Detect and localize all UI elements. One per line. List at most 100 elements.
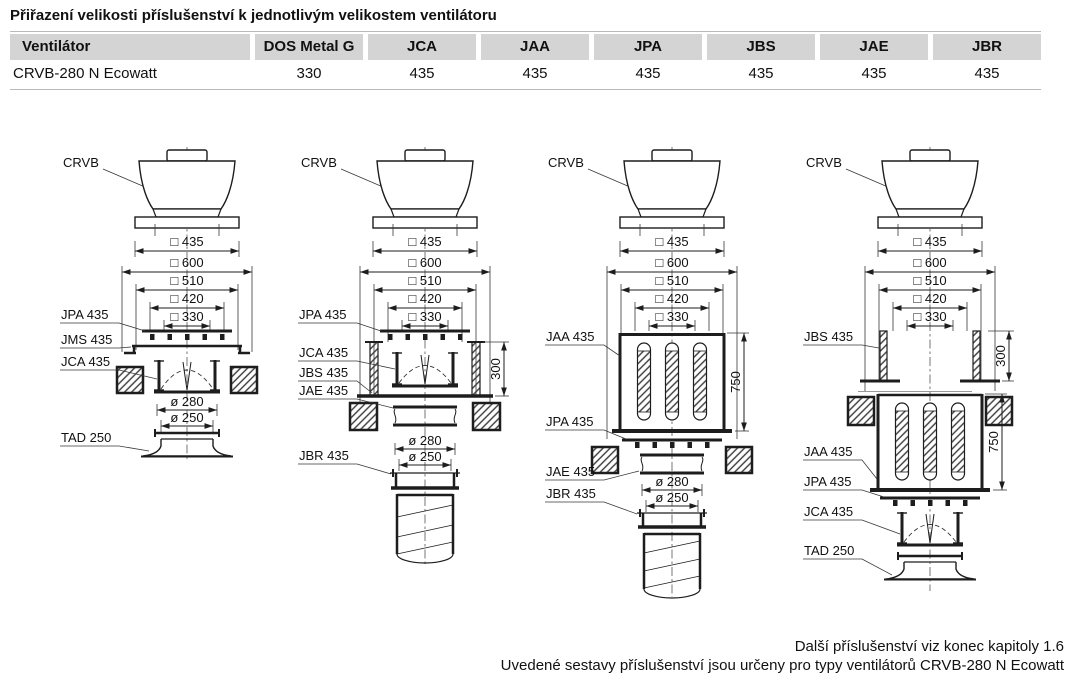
jae-label: JAE 435 — [299, 383, 348, 398]
jpa-grille — [880, 496, 980, 506]
page-title: Přiřazení velikosti příslušenství k jedn… — [10, 7, 497, 24]
table-row: CRVB-280 N Ecowatt 330 435 435 435 435 4… — [10, 60, 1041, 87]
footnotes: Další příslušenství viz konec kapitoly 1… — [501, 637, 1064, 675]
table-header-row: Ventilátor DOS Metal G JCA JAA JPA JBS J… — [10, 34, 1041, 60]
cell-jae-size: 435 — [861, 65, 887, 82]
dim-300: 300 — [993, 345, 1008, 367]
assembly-diagram-2: CRVB □ 435 □ 600 □ 510 □ 420 □ 330 — [298, 147, 509, 567]
accessory-size-table: Ventilátor DOS Metal G JCA JAA JPA JBS J… — [10, 31, 1041, 90]
height-dimension-300: 300 — [988, 330, 1014, 382]
fan-drawing — [587, 149, 725, 236]
dim-510: □ 510 — [655, 273, 688, 288]
col-header-ventilator: Ventilátor — [10, 34, 250, 60]
jca-damper — [897, 512, 963, 547]
diameter-dimensions: ø 280 ø 250 — [156, 394, 218, 432]
dim-420: □ 420 — [655, 291, 688, 306]
fan-drawing — [845, 149, 983, 236]
jca-label: JCA 435 — [299, 345, 348, 360]
col-header-dos-metal-g: DOS Metal G — [255, 34, 363, 60]
jaa-label: JAA 435 — [804, 444, 852, 459]
jpa-label: JPA 435 — [804, 474, 851, 489]
jca-label: JCA 435 — [61, 354, 110, 369]
dim-330: □ 330 — [913, 309, 946, 324]
col-header-jpa: JPA — [594, 34, 702, 60]
spiral-duct — [642, 532, 702, 599]
jbs-label: JBS 435 — [804, 329, 853, 344]
tad-adapter — [141, 429, 233, 458]
height-dimension-750: 750 — [727, 332, 749, 432]
dim-510: □ 510 — [170, 273, 203, 288]
cell-jbr-size: 435 — [974, 65, 1000, 82]
jbs-curb — [860, 330, 1000, 383]
fan-label: CRVB — [63, 155, 99, 170]
square-dimensions: □ 435 □ 600 □ 510 □ 420 □ 330 — [359, 234, 491, 403]
dim-420: □ 420 — [408, 291, 441, 306]
jbr-collar — [637, 509, 707, 529]
dim-510: □ 510 — [913, 273, 946, 288]
col-header-jbr: JBR — [933, 34, 1041, 60]
col-header-jae: JAE — [820, 34, 928, 60]
dim-600: □ 600 — [170, 255, 203, 270]
fan-label: CRVB — [548, 155, 584, 170]
dim-600: □ 600 — [655, 255, 688, 270]
square-dimensions: □ 435 □ 600 □ 510 □ 420 □ 330 — [606, 234, 738, 439]
jae-flexible-connector — [640, 453, 704, 475]
jae-flexible-connector — [393, 405, 457, 427]
tad-label: TAD 250 — [61, 430, 111, 445]
dim-420: □ 420 — [170, 291, 203, 306]
part-labels: JBS 435 JAA 435 JPA 435 JCA 435 TAD 250 — [803, 329, 901, 576]
dim-435: □ 435 — [655, 234, 688, 249]
col-header-jaa: JAA — [481, 34, 589, 60]
jpa-grille — [622, 438, 722, 448]
dim-600: □ 600 — [913, 255, 946, 270]
footnote-line-2: Uvedené sestavy příslušenství jsou určen… — [500, 657, 1064, 674]
part-labels: JAA 435 JPA 435 JAE 435 JBR 435 — [545, 329, 640, 515]
dim-435: □ 435 — [170, 234, 203, 249]
spiral-duct — [395, 493, 455, 564]
jaa-label: JAA 435 — [546, 329, 594, 344]
jpa-grille — [142, 329, 232, 340]
dim-420: □ 420 — [913, 291, 946, 306]
square-dimensions: □ 435 □ 600 □ 510 □ 420 □ 330 — [864, 234, 996, 391]
dim-330: □ 330 — [408, 309, 441, 324]
tad-adapter — [884, 552, 976, 581]
col-header-jca: JCA — [368, 34, 476, 60]
dim-330: □ 330 — [170, 309, 203, 324]
dim-750: 750 — [986, 431, 1001, 453]
square-dimensions: □ 435 □ 600 □ 510 □ 420 □ 330 — [121, 234, 253, 352]
dim-280: ø 280 — [655, 474, 688, 489]
cell-jbs-size: 435 — [748, 65, 774, 82]
fan-label: CRVB — [301, 155, 337, 170]
cell-jca-size: 435 — [409, 65, 435, 82]
height-dimension-750: 750 — [985, 393, 1007, 491]
jbs-curb — [357, 341, 493, 398]
dim-280: ø 280 — [170, 394, 203, 409]
jbr-collar — [390, 469, 460, 490]
jbs-label: JBS 435 — [299, 365, 348, 380]
fan-drawing — [340, 149, 478, 236]
roof-blocks — [590, 445, 754, 475]
roof-blocks — [846, 395, 1014, 427]
jms-base — [124, 344, 250, 355]
jpa-label: JPA 435 — [546, 414, 593, 429]
jms-label: JMS 435 — [61, 332, 112, 347]
jpa-label: JPA 435 — [299, 307, 346, 322]
jae-label: JAE 435 — [546, 464, 595, 479]
diameter-dimensions: ø 280 ø 250 — [641, 474, 703, 512]
dim-300: 300 — [488, 358, 503, 380]
cell-jpa-size: 435 — [635, 65, 661, 82]
assembly-diagram-3: CRVB □ 435 □ 600 □ 510 □ 420 □ 330 750 — [545, 147, 754, 599]
dim-510: □ 510 — [408, 273, 441, 288]
fan-label: CRVB — [806, 155, 842, 170]
roof-blocks — [348, 401, 502, 432]
jpa-label: JPA 435 — [61, 307, 108, 322]
assembly-diagram-1: CRVB □ 435 □ 600 □ 510 □ 420 □ 330 — [60, 147, 259, 461]
dim-330: □ 330 — [655, 309, 688, 324]
jbr-label: JBR 435 — [546, 486, 596, 501]
jca-damper — [392, 352, 458, 388]
fan-drawing — [102, 149, 240, 236]
roof-blocks — [115, 365, 259, 395]
footnote-line-1: Další příslušenství viz konec kapitoly 1… — [794, 638, 1064, 655]
part-labels: JPA 435 JCA 435 JBS 435 JAE 435 JBR 435 — [298, 307, 396, 475]
